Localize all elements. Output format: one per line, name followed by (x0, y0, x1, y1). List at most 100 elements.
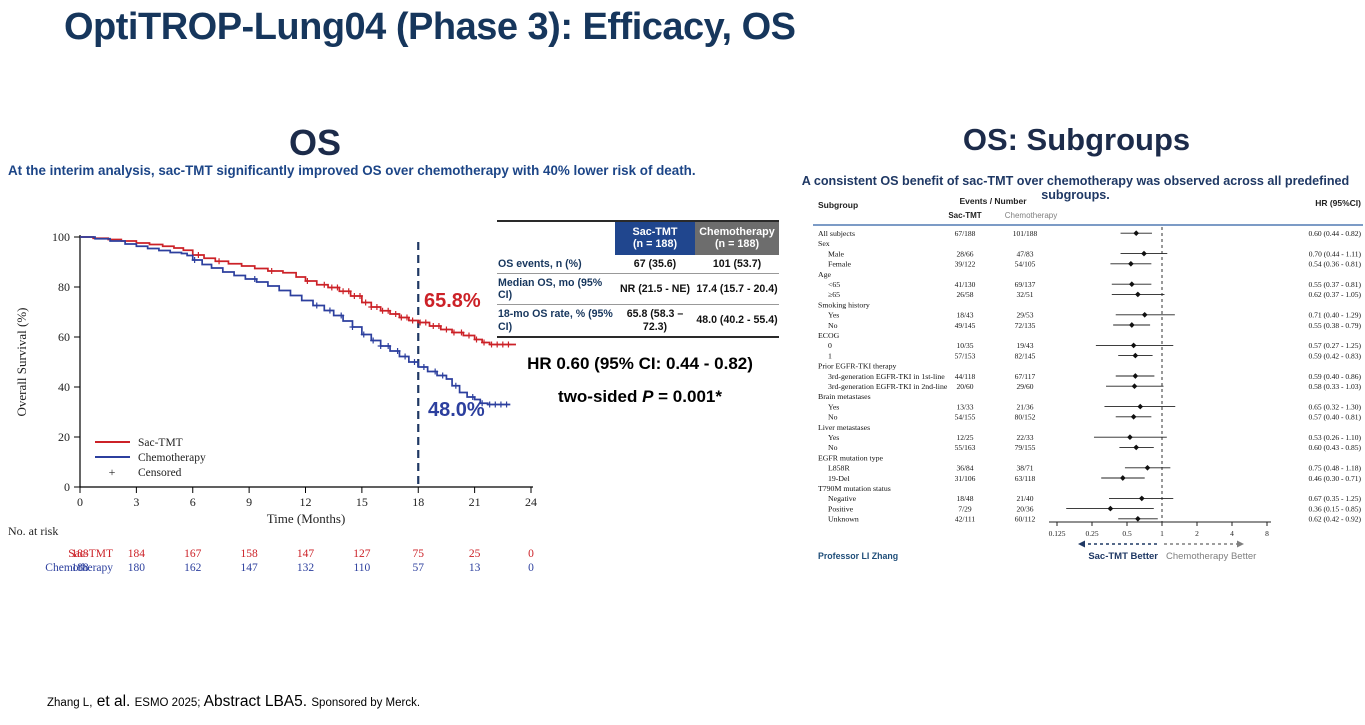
summary-arm-header: Chemotherapy (n = 188) (695, 222, 779, 255)
svg-text:0: 0 (77, 495, 83, 509)
svg-text:48.0%: 48.0% (428, 399, 485, 421)
svg-text:L858R: L858R (828, 464, 850, 473)
svg-text:21/40: 21/40 (1016, 494, 1033, 503)
svg-text:7/29: 7/29 (958, 504, 972, 513)
svg-text:0.60 (0.44 - 0.82): 0.60 (0.44 - 0.82) (1309, 229, 1362, 238)
km-chart: 0 20 40 60 80 100 0 3 6 9 12 15 18 21 24 Time (Months) O… (0, 195, 580, 580)
svg-text:60/112: 60/112 (1015, 515, 1036, 524)
svg-text:Sac-TMT Better: Sac-TMT Better (1088, 551, 1158, 562)
svg-text:18/48: 18/48 (956, 494, 973, 503)
svg-text:0.36 (0.15 - 0.85): 0.36 (0.15 - 0.85) (1309, 504, 1362, 513)
svg-text:29/60: 29/60 (1016, 382, 1033, 391)
svg-text:147: 147 (297, 548, 315, 560)
svg-text:47/83: 47/83 (1016, 249, 1033, 258)
hr-value: HR 0.60 (95% CI: 0.44 - 0.82) (527, 354, 753, 373)
svg-text:20/36: 20/36 (1016, 504, 1033, 513)
svg-text:Age: Age (818, 270, 832, 279)
svg-text:18: 18 (412, 495, 424, 509)
svg-text:Male: Male (828, 249, 845, 258)
svg-text:100: 100 (52, 230, 70, 244)
svg-text:63/118: 63/118 (1015, 474, 1036, 483)
svg-text:110: 110 (353, 562, 370, 574)
svg-text:79/155: 79/155 (1015, 443, 1036, 452)
svg-text:0.75 (0.48 - 1.18): 0.75 (0.48 - 1.18) (1309, 464, 1362, 473)
svg-text:31/106: 31/106 (955, 474, 976, 483)
svg-text:0.59 (0.40 - 0.86): 0.59 (0.40 - 0.86) (1309, 372, 1362, 381)
svg-text:0.70 (0.44 - 1.11): 0.70 (0.44 - 1.11) (1309, 249, 1362, 258)
svg-text:T790M mutation status: T790M mutation status (818, 484, 891, 493)
subgroups-panel-subtitle: A consistent OS benefit of sac-TMT over … (801, 174, 1350, 202)
svg-text:80/152: 80/152 (1015, 413, 1036, 422)
svg-text:3rd-generation EGFR-TKI in 2nd: 3rd-generation EGFR-TKI in 2nd-line (828, 382, 948, 391)
svg-text:0.54 (0.36 - 0.81): 0.54 (0.36 - 0.81) (1309, 260, 1362, 269)
svg-text:9: 9 (246, 495, 252, 509)
svg-text:82/145: 82/145 (1015, 351, 1036, 360)
svg-text:20/60: 20/60 (956, 382, 973, 391)
svg-text:67/188: 67/188 (955, 229, 976, 238)
svg-text:42/111: 42/111 (955, 515, 976, 524)
footer-segment: ESMO 2025; (134, 697, 204, 709)
svg-text:Unknown: Unknown (828, 515, 859, 524)
svg-text:26/58: 26/58 (956, 290, 973, 299)
summary-arm-header: Sac-TMT (n = 188) (615, 222, 695, 255)
svg-text:Negative: Negative (828, 494, 857, 503)
os-summary-table: Sac-TMT (n = 188) Chemotherapy (n = 188) OS … (497, 220, 779, 338)
svg-text:0.57 (0.40 - 0.81): 0.57 (0.40 - 0.81) (1309, 413, 1362, 422)
svg-text:38/71: 38/71 (1016, 464, 1033, 473)
svg-text:0.58 (0.33 - 1.03): 0.58 (0.33 - 1.03) (1309, 382, 1362, 391)
svg-text:32/51: 32/51 (1016, 290, 1033, 299)
svg-text:No: No (828, 413, 838, 422)
svg-text:Time (Months): Time (Months) (267, 511, 346, 526)
svg-text:0.57 (0.27 - 1.25): 0.57 (0.27 - 1.25) (1309, 341, 1362, 350)
svg-text:Sac-TMT: Sac-TMT (138, 437, 183, 449)
svg-text:80: 80 (58, 280, 70, 294)
km-survival-plot: 0 20 40 60 80 100 0 3 6 9 12 15 18 21 24 Time (Months) O… (8, 230, 537, 574)
summary-table-row: Median OS, mo (95% CI) NR (21.5 - NE) 17.4… (497, 274, 779, 306)
svg-text:All subjects: All subjects (818, 229, 855, 238)
svg-text:0: 0 (528, 562, 534, 574)
footer-segment: et al. (92, 693, 135, 710)
svg-text:Prior EGFR-TKI therapy: Prior EGFR-TKI therapy (818, 362, 896, 371)
subgroups-panel-heading: OS: Subgroups (962, 122, 1191, 157)
svg-text:101/188: 101/188 (1013, 229, 1038, 238)
svg-text:0.59 (0.42 - 0.83): 0.59 (0.42 - 0.83) (1309, 351, 1362, 360)
svg-text:Censored: Censored (138, 467, 182, 479)
footer-segment: Abstract LBA5. (203, 693, 312, 710)
svg-text:36/84: 36/84 (956, 464, 973, 473)
svg-text:≥65: ≥65 (828, 290, 840, 299)
svg-text:0: 0 (828, 341, 832, 350)
svg-text:Overall Survival (%): Overall Survival (%) (14, 307, 29, 416)
svg-text:127: 127 (353, 548, 371, 560)
svg-text:167: 167 (184, 548, 202, 560)
svg-text:0.62 (0.42 - 0.92): 0.62 (0.42 - 0.92) (1309, 515, 1362, 524)
svg-text:EGFR mutation type: EGFR mutation type (818, 453, 884, 462)
svg-text:24: 24 (525, 495, 537, 509)
svg-text:6: 6 (190, 495, 196, 509)
citation-footer: Zhang L, et al. ESMO 2025; Abstract LBA5… (47, 693, 420, 711)
svg-text:<65: <65 (828, 280, 840, 289)
svg-text:Sac-TMT: Sac-TMT (948, 211, 981, 220)
svg-text:57/153: 57/153 (955, 351, 976, 360)
svg-text:0: 0 (528, 548, 534, 560)
svg-text:Female: Female (828, 260, 851, 269)
svg-text:Chemotherapy: Chemotherapy (45, 562, 113, 574)
svg-text:10/35: 10/35 (956, 341, 973, 350)
svg-text:0.25: 0.25 (1085, 529, 1098, 538)
svg-text:Yes: Yes (828, 433, 839, 442)
svg-text:22/33: 22/33 (1016, 433, 1033, 442)
svg-text:158: 158 (241, 548, 259, 560)
svg-text:0.46 (0.30 - 0.71): 0.46 (0.30 - 0.71) (1309, 474, 1362, 483)
svg-text:20: 20 (58, 430, 70, 444)
svg-text:Smoking history: Smoking history (818, 300, 870, 309)
svg-text:1: 1 (1160, 529, 1164, 538)
svg-text:12/25: 12/25 (956, 433, 973, 442)
svg-text:Positive: Positive (828, 504, 854, 513)
svg-text:21/36: 21/36 (1016, 402, 1033, 411)
hr-annotation: HR 0.60 (95% CI: 0.44 - 0.82) two-sided … (498, 354, 782, 407)
svg-text:0.55 (0.38 - 0.79): 0.55 (0.38 - 0.79) (1309, 321, 1362, 330)
svg-text:0.53 (0.26 - 1.10): 0.53 (0.26 - 1.10) (1309, 433, 1362, 442)
summary-table-header: Sac-TMT (n = 188) Chemotherapy (n = 188) (497, 222, 779, 255)
svg-text:0.67 (0.35 - 1.25): 0.67 (0.35 - 1.25) (1309, 494, 1362, 503)
os-panel-heading: OS (288, 122, 341, 163)
